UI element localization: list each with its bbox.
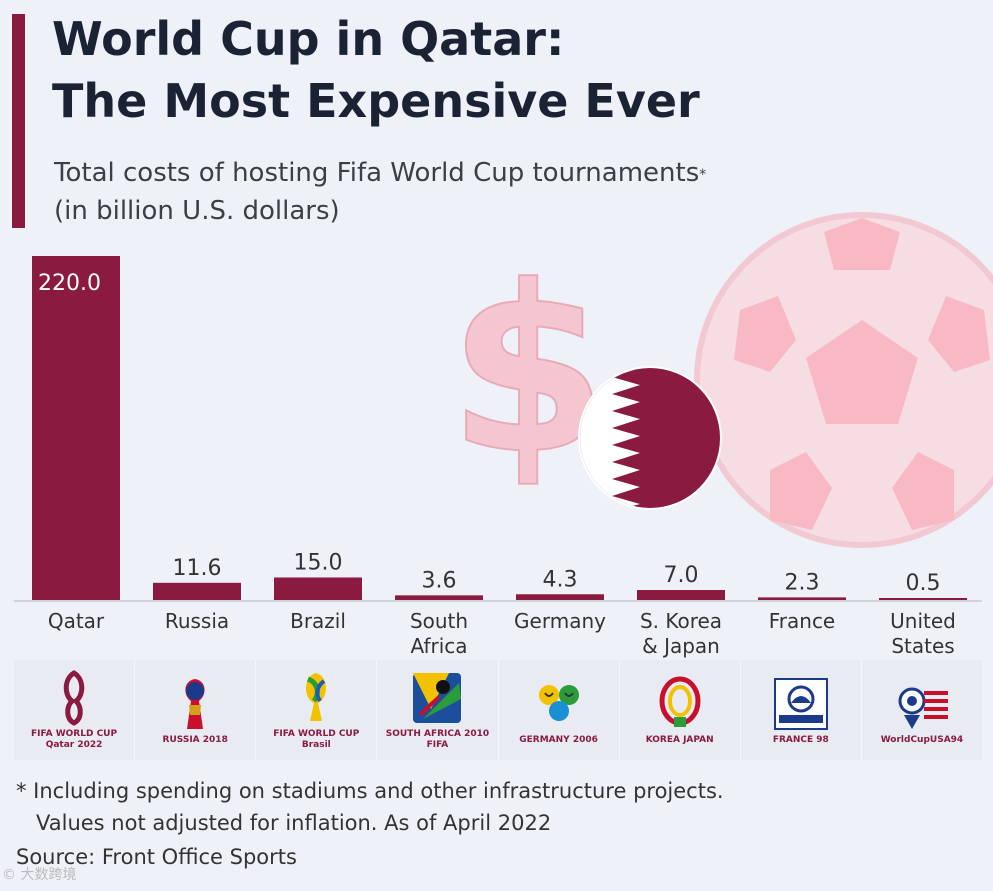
bar-0 <box>32 256 120 601</box>
logo-south-africa-2010: SOUTH AFRICA 2010 FIFA <box>377 660 499 760</box>
subtitle-footnote-mark: * <box>699 167 707 183</box>
bar-4 <box>516 594 604 601</box>
subtitle-line-1: Total costs of hosting Fifa World Cup to… <box>54 158 700 188</box>
brazil-2014-logo-icon <box>306 673 327 721</box>
qatar-2022-logo-icon <box>63 670 85 726</box>
logo-korea-japan-2002: KOREA JAPAN <box>620 660 741 760</box>
bar-1 <box>153 582 241 601</box>
category-label-7-line-1: States <box>891 634 954 658</box>
bar-3 <box>395 595 483 601</box>
bar-2 <box>274 577 362 601</box>
logo-russia-2018: RUSSIA 2018 <box>135 660 257 760</box>
bar-value-label-7: 0.5 <box>906 571 941 596</box>
logo-usa-1994: WorldCupUSA94 <box>862 660 982 760</box>
chart-subtitle: Total costs of hosting Fifa World Cup to… <box>54 154 934 230</box>
footnote-line-2: Values not adjusted for inflation. As of… <box>36 811 552 835</box>
category-label-6: France <box>769 609 836 633</box>
bar-value-label-3: 3.6 <box>422 568 457 593</box>
bar-value-label-2: 15.0 <box>294 550 343 575</box>
title-line-2: The Most Expensive Ever <box>52 74 700 128</box>
bar-7 <box>879 598 967 601</box>
soccer-ball-icon <box>694 212 993 548</box>
category-label-4: Germany <box>514 609 606 633</box>
russia-2018-logo-icon <box>185 678 205 729</box>
category-label-3-line-0: South <box>410 609 468 633</box>
tournament-logos-strip: FIFA WORLD CUP Qatar 2022 RUSSIA 2018 FI… <box>14 660 982 760</box>
watermark-text: © 大数跨境 <box>2 867 77 883</box>
bar-6 <box>758 597 846 601</box>
korea-japan-2002-logo-icon <box>659 676 701 727</box>
category-label-2: Brazil <box>290 609 346 633</box>
france-1998-logo-icon <box>773 677 828 730</box>
bar-chart: $ 220.0Qatar11.6Russia15.0Brazil3.6South… <box>14 212 993 658</box>
category-label-3-line-1: Africa <box>410 634 467 658</box>
footnote-line-1: * Including spending on stadiums and oth… <box>16 779 724 803</box>
germany-2006-logo-icon <box>538 684 579 721</box>
qatar-flag-icon <box>578 366 722 510</box>
footnote: * Including spending on stadiums and oth… <box>16 775 966 839</box>
bar-value-label-4: 4.3 <box>543 567 578 592</box>
logo-germany-2006: GERMANY 2006 <box>499 660 620 760</box>
bar-value-label-5: 7.0 <box>664 563 699 588</box>
title-line-1: World Cup in Qatar: <box>52 12 565 66</box>
category-label-0: Qatar <box>48 609 105 633</box>
category-label-5-line-0: S. Korea <box>640 609 722 633</box>
category-label-5-line-1: & Japan <box>642 634 720 658</box>
subtitle-line-2: (in billion U.S. dollars) <box>54 196 340 226</box>
title-accent-bar <box>12 14 25 228</box>
bar-value-label-6: 2.3 <box>785 570 820 595</box>
usa-1994-logo-icon <box>898 687 948 729</box>
bar-value-label-0: 220.0 <box>38 271 101 296</box>
logo-france-1998: FRANCE 98 <box>741 660 862 760</box>
logo-qatar-2022: FIFA WORLD CUP Qatar 2022 <box>14 660 136 760</box>
source-credit: Source: Front Office Sports <box>16 845 297 869</box>
bar-value-label-1: 11.6 <box>173 556 222 581</box>
logo-brazil-2014: FIFA WORLD CUP Brasil <box>256 660 378 760</box>
category-label-1: Russia <box>165 609 229 633</box>
south-africa-2010-logo-icon <box>413 673 462 723</box>
bar-5 <box>637 590 725 601</box>
category-label-7-line-0: United <box>890 609 956 633</box>
chart-title: World Cup in Qatar: The Most Expensive E… <box>52 8 952 132</box>
